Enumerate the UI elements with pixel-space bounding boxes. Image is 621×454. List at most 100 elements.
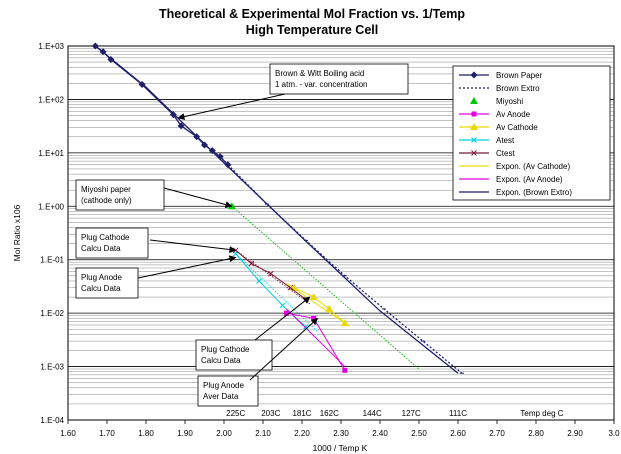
annotation-box: Plug Anode Aver Data	[197, 317, 319, 407]
y-axis-label: Mol Ratio x106	[12, 204, 22, 261]
data-point	[471, 150, 477, 156]
annotations: Brown & Witt Boiling acid 1 atm. - var. c…	[75, 63, 409, 407]
x-tick-label: 3.0	[608, 429, 620, 438]
legend-label: Expon. (Av Anode)	[496, 175, 563, 184]
legend-item: Expon. (Av Cathode)	[459, 162, 570, 171]
y-tick-label: 1.E-02	[40, 309, 64, 318]
annotation-arrow	[249, 317, 319, 381]
data-point	[256, 278, 262, 284]
legend-label: Miyoshi	[496, 97, 523, 106]
data-point	[287, 284, 294, 291]
temperature-label: 127C	[402, 409, 421, 418]
data-point	[267, 270, 274, 277]
legend: Brown Paper Brown Extro Miyoshi Av Anode Av …	[452, 65, 611, 201]
legend-label: Brown Paper	[496, 71, 543, 80]
x-tick-label: 2.10	[255, 429, 271, 438]
x-tick-label: 2.70	[489, 429, 505, 438]
legend-label: Brown Extro	[496, 84, 540, 93]
x-tick-label: 2.00	[216, 429, 232, 438]
annotation-arrow	[254, 296, 311, 341]
x-axis-label: 1000 / Temp K	[313, 443, 368, 453]
annotation-box: Brown & Witt Boiling acid 1 atm. - var. c…	[177, 63, 409, 120]
x-tick-label: 2.40	[372, 429, 388, 438]
series-line	[286, 283, 350, 327]
annotation-frame	[269, 63, 409, 95]
legend-item: Brown Extro	[459, 84, 540, 93]
chart-subtitle: High Temperature Cell	[246, 23, 378, 37]
data-point	[342, 367, 348, 373]
data-point	[216, 153, 224, 161]
legend-item: Brown Paper	[459, 71, 543, 80]
legend-item: Ctest	[459, 149, 515, 158]
legend-label: Av Anode	[496, 110, 531, 119]
temperature-label: 225C	[226, 409, 245, 418]
data-point	[177, 122, 185, 130]
annotation-arrow	[149, 239, 237, 254]
annotation-frame	[195, 339, 273, 371]
x-tick-label: 2.60	[450, 429, 466, 438]
tick-labels: 1.60 1.70 1.80 1.90 2.00 2.10 2.20 2.30 2.40 2.50…	[38, 42, 620, 438]
data-point	[471, 111, 477, 117]
annotation-text: Aver Data	[203, 392, 239, 401]
annotation-text: Plug Cathode	[201, 345, 250, 354]
annotation-text: 1 atm. - var. concentration	[275, 80, 368, 89]
annotation-frame	[75, 267, 139, 299]
legend-item: Expon. (Brown Extro)	[459, 188, 572, 197]
y-tick-label: 1.E+03	[38, 42, 64, 51]
temperature-label: Temp deg C	[520, 409, 563, 418]
data-point	[470, 97, 478, 104]
trend-line	[235, 253, 318, 332]
series-expon-brown-extro	[94, 45, 459, 374]
annotation-box: Plug Cathode Calcu Data	[195, 296, 311, 371]
annotation-frame	[75, 179, 165, 211]
annotation-box: Plug Anode Calcu Data	[75, 255, 237, 299]
annotation-text: Plug Anode	[203, 381, 244, 390]
series-line	[94, 45, 459, 374]
legend-item: Expon. (Av Anode)	[459, 175, 563, 184]
trend-line	[235, 249, 311, 305]
temperature-labels: 225C 203C 181C 162C 144C 127C 111C Temp deg C	[226, 409, 564, 418]
annotation-text: Plug Cathode	[81, 233, 130, 242]
y-tick-label: 1.E+01	[38, 149, 64, 158]
legend-label: Ctest	[496, 149, 515, 158]
data-point	[201, 141, 208, 149]
x-tick-label: 1.80	[138, 429, 154, 438]
data-point	[325, 304, 334, 312]
series-line	[293, 287, 346, 324]
data-point	[470, 123, 478, 130]
trend-line	[231, 205, 420, 370]
annotation-arrow	[163, 187, 233, 209]
legend-item: Miyoshi	[470, 97, 523, 106]
data-point	[303, 324, 309, 330]
annotation-text: Brown & Witt Boiling acid	[275, 69, 364, 78]
series-expon-av-cathode	[286, 283, 350, 327]
legend-item: Atest	[459, 136, 515, 145]
y-tick-label: 1.E+00	[38, 202, 64, 211]
y-tick-label: 1.E-04	[40, 416, 64, 425]
chart-title: Theoretical & Experimental Mol Fraction …	[159, 7, 465, 21]
annotation-box: Miyoshi paper (cathode only)	[75, 179, 233, 211]
x-tick-label: 2.80	[528, 429, 544, 438]
temperature-label: 181C	[292, 409, 311, 418]
legend-label: Expon. (Av Cathode)	[496, 162, 570, 171]
legend-item: Av Cathode	[459, 123, 538, 132]
temperature-label: 203C	[261, 409, 280, 418]
annotation-frame	[75, 227, 149, 259]
legend-label: Expon. (Brown Extro)	[496, 188, 572, 197]
annotation-arrow	[137, 255, 237, 279]
y-tick-label: 1.E+02	[38, 95, 64, 104]
x-tick-label: 1.60	[60, 429, 76, 438]
legend-item: Av Anode	[459, 110, 531, 119]
y-tick-label: 1.E-01	[40, 256, 64, 265]
legend-label: Av Cathode	[496, 123, 538, 132]
data-point	[309, 293, 318, 301]
x-tick-label: 2.90	[567, 429, 583, 438]
legend-label: Atest	[496, 136, 515, 145]
temperature-label: 111C	[449, 409, 467, 418]
series-line	[286, 308, 346, 367]
annotation-arrow	[177, 93, 286, 120]
annotation-text: Calcu Data	[81, 244, 121, 253]
x-tick-label: 2.50	[411, 429, 427, 438]
data-point	[279, 302, 286, 309]
